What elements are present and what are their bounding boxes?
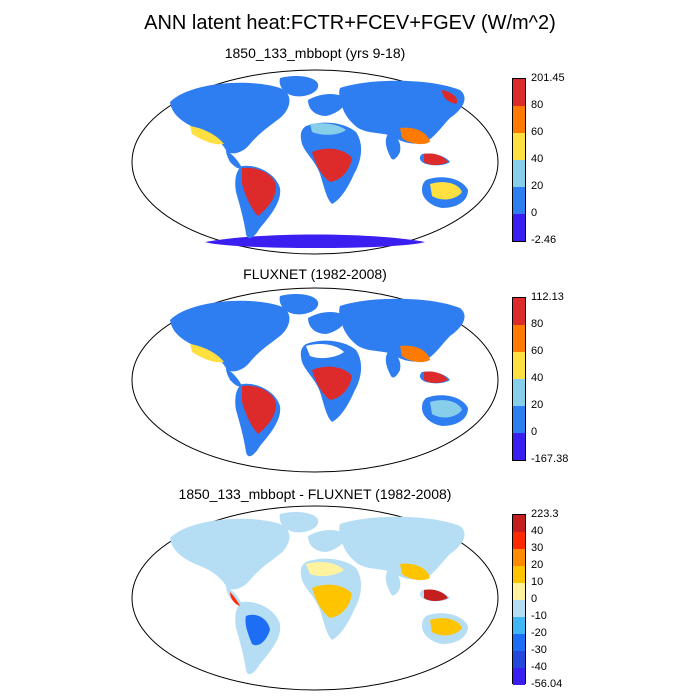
figure-title: ANN latent heat:FCTR+FCEV+FGEV (W/m^2) (144, 12, 556, 34)
cb3-label-10: -56.04 (531, 678, 563, 690)
colorbar-3-seg-8 (513, 634, 525, 651)
colorbar-3-seg-5 (513, 583, 525, 600)
panel-1-map (131, 69, 499, 255)
cb2-label-3: 40 (531, 372, 544, 384)
colorbar-3-seg-10 (513, 668, 525, 685)
cb1-label-1: 80 (531, 99, 544, 111)
cb3-label-6: -10 (531, 610, 547, 622)
colorbar-2-seg-5 (513, 406, 525, 433)
cb2-label-0: 112.13 (531, 291, 564, 303)
panel-3-title: 1850_133_mbbopt - FLUXNET (1982-2008) (178, 486, 452, 502)
cb3-label-0: 223.3 (531, 508, 559, 520)
colorbar-1-seg-3 (513, 133, 525, 160)
cb1-label-3: 40 (531, 153, 544, 165)
colorbar-panel-1 (512, 78, 526, 242)
colorbar-1-seg-2 (513, 106, 525, 133)
colorbar-2-seg-3 (513, 352, 525, 379)
colorbar-1-seg-6 (513, 214, 525, 241)
panel-2-map (131, 287, 499, 473)
cb3-label-5: 0 (531, 593, 538, 605)
cb2-label-6: -167.38 (531, 453, 569, 465)
cb2-label-1: 80 (531, 318, 544, 330)
colorbar-panel-3 (512, 514, 526, 685)
colorbar-1-seg-1 (513, 79, 525, 106)
cb1-label-0: 201.45 (531, 72, 565, 84)
colorbar-2-seg-2 (513, 325, 525, 352)
colorbar-3-seg-2 (513, 532, 525, 549)
cb3-label-3: 20 (531, 559, 544, 571)
colorbar-3-seg-4 (513, 566, 525, 583)
colorbar-1-seg-5 (513, 187, 525, 214)
cb1-label-6: -2.46 (531, 234, 557, 246)
cb1-label-2: 60 (531, 126, 544, 138)
colorbar-3-seg-1 (513, 515, 525, 532)
cb2-label-5: 0 (531, 426, 538, 438)
cb1-label-4: 20 (531, 180, 544, 192)
cb2-label-2: 60 (531, 345, 544, 357)
cb3-label-7: -20 (531, 627, 547, 639)
panel-1-title: 1850_133_mbbopt (yrs 9-18) (224, 45, 406, 61)
cb2-label-4: 20 (531, 399, 544, 411)
colorbar-2-seg-4 (513, 379, 525, 406)
cb3-label-2: 30 (531, 542, 544, 554)
panel-2-title: FLUXNET (1982-2008) (243, 266, 387, 282)
colorbar-3-seg-3 (513, 549, 525, 566)
colorbar-3-seg-6 (513, 600, 525, 617)
colorbar-panel-2 (512, 297, 526, 461)
colorbar-2-seg-1 (513, 298, 525, 325)
colorbar-1-seg-4 (513, 160, 525, 187)
colorbar-3-seg-9 (513, 651, 525, 668)
colorbar-3-seg-7 (513, 617, 525, 634)
cb3-label-4: 10 (531, 576, 544, 588)
cb3-label-8: -30 (531, 644, 547, 656)
cb3-label-9: -40 (531, 661, 547, 673)
colorbar-2-seg-6 (513, 433, 525, 460)
panel-3-map (131, 505, 499, 691)
cb3-label-1: 40 (531, 525, 544, 537)
cb1-label-5: 0 (531, 207, 538, 219)
